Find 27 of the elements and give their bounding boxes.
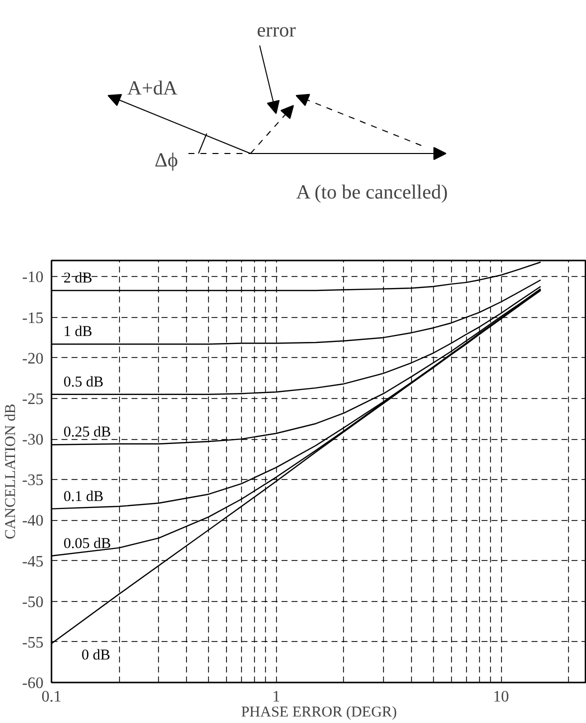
text: error xyxy=(256,20,296,42)
series-label: 0.25 dB xyxy=(64,424,112,441)
y-tick-label: -60 xyxy=(22,675,44,692)
x-tick-label: 0.1 xyxy=(42,688,62,706)
series-label: 1 dB xyxy=(64,324,92,340)
series-label: 0.1 dB xyxy=(64,488,104,505)
series-label: 0 dB xyxy=(82,648,110,664)
x-axis-title: PHASE ERROR (DEGR) xyxy=(241,704,397,720)
y-tick-label: -55 xyxy=(22,634,44,652)
y-tick-label: -40 xyxy=(22,512,44,530)
x-tick-label: 1 xyxy=(272,688,280,706)
y-tick-label: -20 xyxy=(22,350,44,368)
series-label: 2 dB xyxy=(64,270,92,287)
y-tick-label: -25 xyxy=(22,390,44,408)
series-label: 0.5 dB xyxy=(64,374,104,390)
y-tick-label: -35 xyxy=(22,472,44,490)
text: A (to be cancelled) xyxy=(296,182,448,204)
y-axis-title: CANCELLATION dB xyxy=(3,404,20,540)
y-tick-label: -15 xyxy=(22,310,44,327)
text: A+dA xyxy=(127,78,178,100)
y-tick-label: -30 xyxy=(22,432,44,449)
y-tick-label: -45 xyxy=(22,553,44,570)
y-tick-label: -50 xyxy=(22,594,44,611)
text: Δϕ xyxy=(154,150,178,172)
x-tick-label: 10 xyxy=(493,688,510,706)
y-tick-label: -10 xyxy=(22,269,44,286)
series-label: 0.05 dB xyxy=(64,536,112,552)
